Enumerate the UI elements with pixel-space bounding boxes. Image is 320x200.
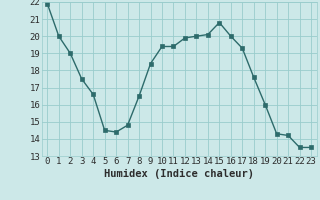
X-axis label: Humidex (Indice chaleur): Humidex (Indice chaleur) [104, 169, 254, 179]
